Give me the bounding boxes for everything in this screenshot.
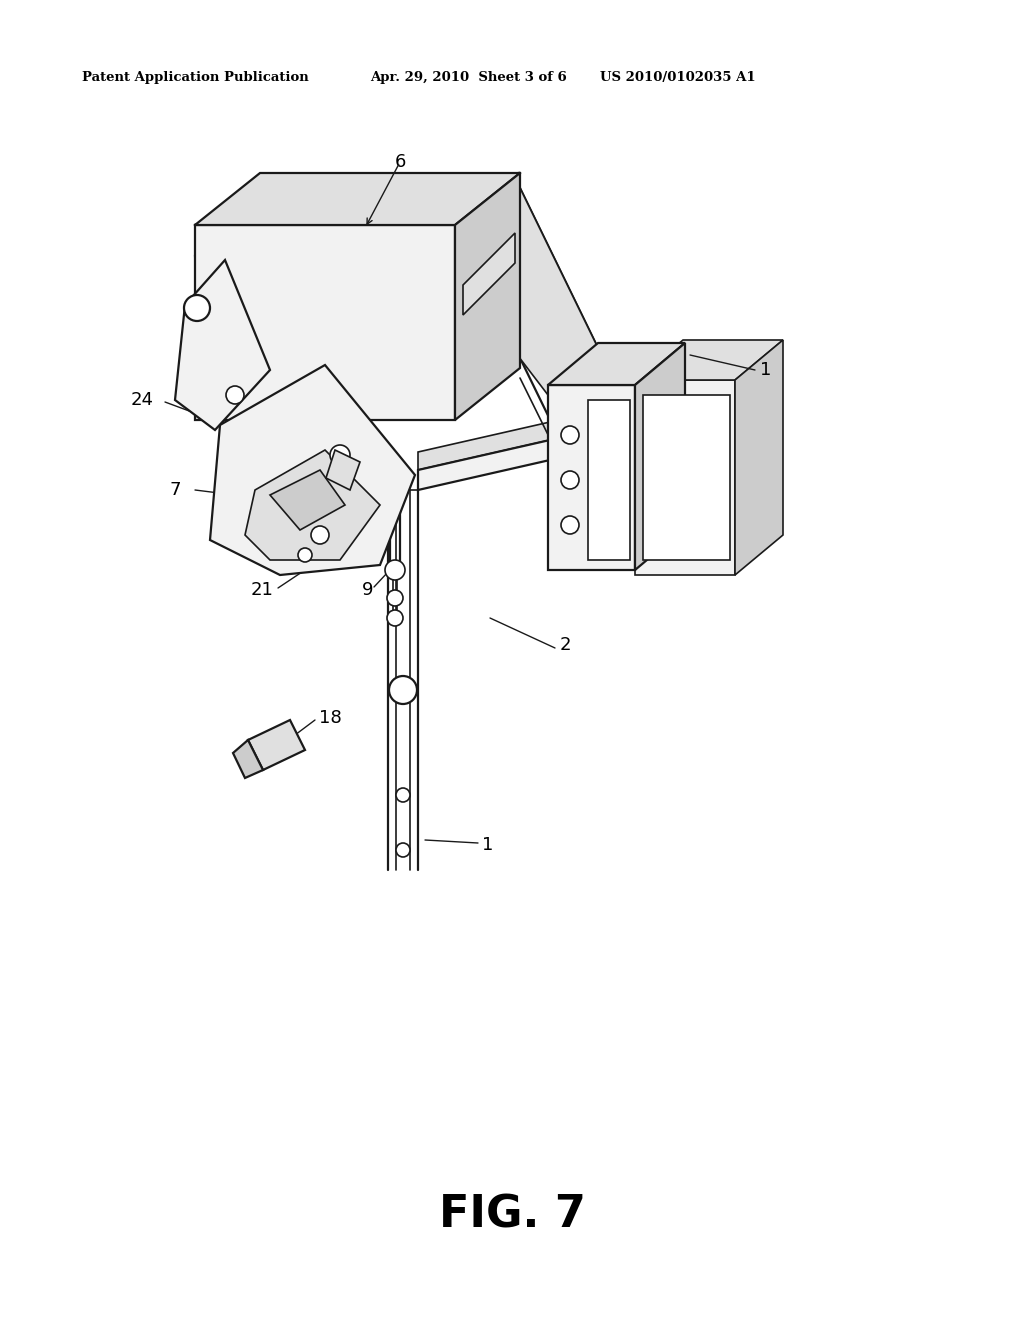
Circle shape (561, 426, 579, 444)
Polygon shape (588, 400, 630, 560)
Circle shape (561, 516, 579, 535)
Text: 7: 7 (169, 480, 181, 499)
Text: 1: 1 (482, 836, 494, 854)
Polygon shape (326, 450, 360, 490)
Text: 6: 6 (394, 153, 406, 172)
Polygon shape (735, 341, 783, 576)
Circle shape (330, 445, 350, 465)
Polygon shape (635, 341, 783, 380)
Polygon shape (233, 741, 263, 777)
Circle shape (311, 525, 329, 544)
Text: 2: 2 (560, 636, 571, 653)
Text: FIG. 7: FIG. 7 (438, 1193, 586, 1237)
Text: 21: 21 (251, 581, 273, 599)
Text: 24: 24 (130, 391, 154, 409)
Circle shape (387, 590, 403, 606)
Text: 9: 9 (362, 581, 374, 599)
Circle shape (298, 548, 312, 562)
Circle shape (561, 471, 579, 488)
Polygon shape (195, 173, 520, 224)
Polygon shape (195, 224, 455, 420)
Polygon shape (245, 450, 380, 560)
Text: Apr. 29, 2010  Sheet 3 of 6: Apr. 29, 2010 Sheet 3 of 6 (370, 71, 566, 84)
Polygon shape (270, 470, 345, 531)
Circle shape (184, 294, 210, 321)
Polygon shape (635, 343, 685, 570)
Text: US 2010/0102035 A1: US 2010/0102035 A1 (600, 71, 756, 84)
Polygon shape (210, 366, 415, 576)
Polygon shape (455, 173, 520, 420)
Text: 18: 18 (318, 709, 341, 727)
Polygon shape (548, 385, 635, 570)
Polygon shape (548, 343, 685, 385)
Polygon shape (643, 395, 730, 560)
Circle shape (387, 610, 403, 626)
Circle shape (396, 788, 410, 803)
Polygon shape (175, 260, 270, 430)
Polygon shape (460, 187, 598, 395)
Text: 1: 1 (760, 360, 771, 379)
Polygon shape (635, 380, 735, 576)
Circle shape (226, 385, 244, 404)
Circle shape (389, 676, 417, 704)
Polygon shape (418, 422, 550, 470)
Polygon shape (463, 234, 515, 315)
Circle shape (385, 560, 406, 579)
Polygon shape (418, 440, 550, 490)
Circle shape (396, 843, 410, 857)
Polygon shape (248, 719, 305, 770)
Text: Patent Application Publication: Patent Application Publication (82, 71, 309, 84)
